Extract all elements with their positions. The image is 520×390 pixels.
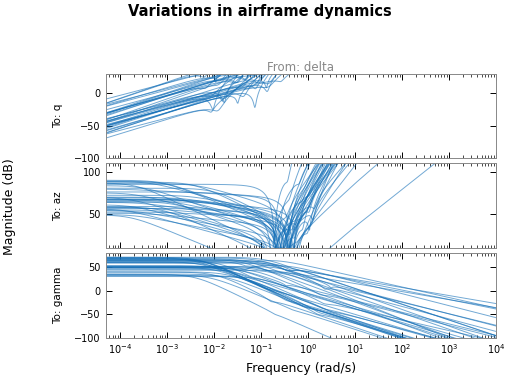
Text: Magnitude (dB): Magnitude (dB) — [3, 158, 16, 255]
Y-axis label: To: gamma: To: gamma — [53, 267, 63, 324]
Y-axis label: To: q: To: q — [53, 104, 63, 128]
Y-axis label: To: az: To: az — [53, 191, 63, 220]
Title: From: delta: From: delta — [267, 60, 334, 74]
Text: Variations in airframe dynamics: Variations in airframe dynamics — [128, 4, 392, 19]
X-axis label: Frequency (rad/s): Frequency (rad/s) — [245, 362, 356, 375]
